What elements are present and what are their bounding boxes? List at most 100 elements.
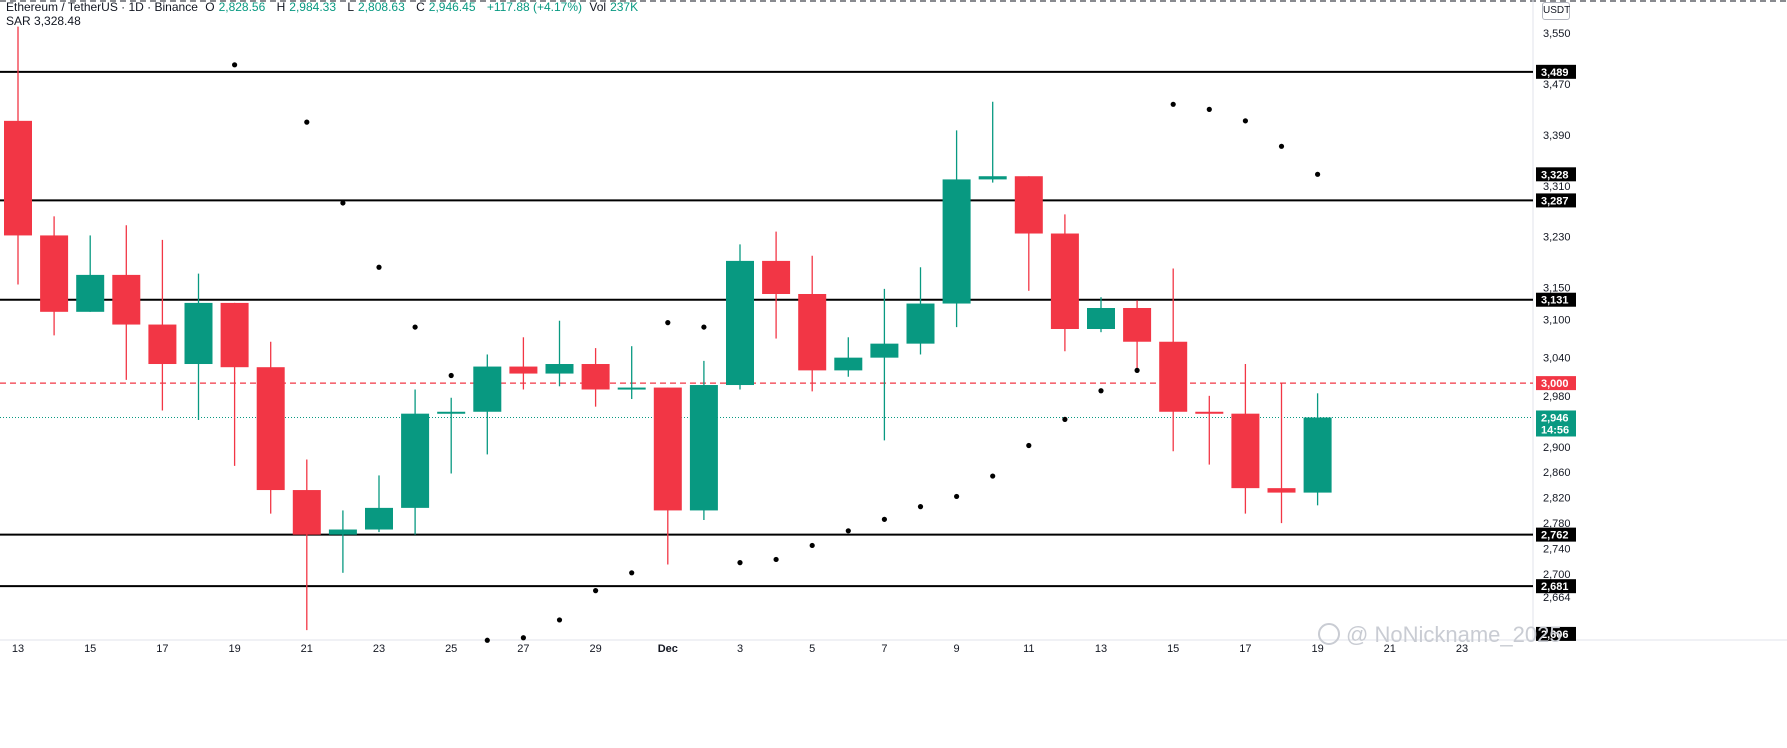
candle-21[interactable]	[762, 231, 791, 339]
candle-12[interactable]	[437, 397, 466, 474]
candle-9[interactable]	[328, 510, 357, 573]
candle-32[interactable]	[1159, 268, 1188, 452]
candle-20[interactable]	[726, 244, 754, 390]
candle-body	[870, 343, 899, 358]
sar-dot-34	[1242, 118, 1248, 124]
level-label-2: 3,131	[1541, 295, 1569, 307]
candle-16[interactable]	[581, 348, 610, 407]
candle-4[interactable]	[148, 239, 177, 411]
candle-29[interactable]	[1050, 214, 1079, 352]
candle-body	[1050, 233, 1079, 330]
sar-dot-14	[520, 635, 527, 641]
sar-legend[interactable]: SAR 3,328.48	[6, 14, 81, 28]
candle-body	[545, 364, 574, 374]
symbol-title[interactable]: Ethereum / TetherUS · 1D · Binance	[6, 0, 198, 14]
y-tick-9: 3,040	[1543, 353, 1571, 365]
candle-body	[365, 507, 393, 530]
close-value: 2,946.45	[428, 0, 476, 14]
candle-34[interactable]	[1231, 364, 1260, 514]
sar-price-label: 3,328	[1541, 169, 1569, 181]
candle-18[interactable]	[653, 387, 682, 565]
candle-22[interactable]	[798, 255, 827, 392]
time-axis[interactable]: 13 15 17 19 21 23 25 27 29 Dec 3 5 7 9 11 13 15 17 19 21 23	[12, 643, 1468, 655]
close-label: C	[416, 0, 425, 14]
level-label-3-bg	[1536, 527, 1576, 542]
candle-19[interactable]	[689, 360, 718, 520]
x-tick-7: 27	[517, 643, 529, 655]
sar-dot-11	[412, 324, 418, 330]
sar-dot-15	[556, 617, 563, 623]
candle-5[interactable]	[184, 273, 213, 421]
candle-body	[581, 364, 610, 390]
candle-body	[112, 274, 141, 325]
candle-25[interactable]	[906, 267, 935, 355]
candle-14[interactable]	[509, 337, 538, 390]
candle-28[interactable]	[1014, 176, 1043, 291]
sar-dot-32	[1170, 101, 1176, 107]
sar-dot-22	[809, 542, 815, 549]
candle-23[interactable]	[834, 337, 863, 377]
candle-0[interactable]	[4, 26, 32, 285]
candle-26[interactable]	[942, 130, 971, 328]
candle-body	[220, 302, 249, 368]
candle-3[interactable]	[112, 225, 141, 380]
sar-dot-13	[484, 637, 490, 643]
currency-button[interactable]: USDT	[1542, 2, 1570, 20]
candle-body	[437, 411, 466, 414]
candle-11[interactable]	[401, 389, 430, 535]
candle-body	[689, 385, 718, 511]
symbol-legend: Ethereum / TetherUS · 1D · Binance O 2,82…	[6, 0, 646, 14]
candle-30[interactable]	[1087, 297, 1115, 333]
candle-body	[328, 529, 357, 535]
candle-body	[1267, 488, 1296, 493]
vol-label: Vol	[589, 0, 607, 14]
candle-17[interactable]	[617, 346, 646, 400]
x-tick-4: 21	[301, 643, 313, 655]
candle-24[interactable]	[870, 288, 899, 441]
candle-body	[473, 366, 502, 412]
y-tick-15: 3,470	[1543, 79, 1571, 91]
sar-dot-36	[1315, 171, 1321, 177]
level-label-4-bg	[1536, 579, 1576, 594]
watermark-text: @ NoNickname_2025	[1346, 622, 1562, 647]
sar-dot-8	[304, 119, 310, 125]
sar-dot-35	[1278, 143, 1285, 149]
candle-35[interactable]	[1267, 383, 1296, 524]
candle-13[interactable]	[473, 354, 502, 455]
x-tick-16: 15	[1167, 643, 1179, 655]
x-tick-10: 3	[737, 643, 743, 655]
candle-body	[184, 302, 213, 365]
candle-body	[1231, 413, 1260, 489]
candle-2[interactable]	[76, 235, 105, 312]
sar-dot-19	[701, 324, 707, 330]
x-tick-3: 19	[228, 643, 240, 655]
watermark-logo-icon	[1318, 623, 1340, 645]
x-tick-18: 19	[1311, 643, 1323, 655]
candle-body	[256, 367, 285, 491]
level-label-0: 3,489	[1541, 67, 1569, 79]
candle-15[interactable]	[545, 320, 574, 387]
candle-27[interactable]	[978, 101, 1007, 183]
candle-36[interactable]	[1303, 393, 1332, 506]
y-tick-0: 2,664	[1543, 592, 1571, 604]
candle-10[interactable]	[365, 475, 393, 533]
candle-body	[4, 120, 32, 236]
candle-33[interactable]	[1195, 395, 1224, 465]
x-tick-9: Dec	[658, 643, 678, 655]
x-tick-13: 9	[954, 643, 960, 655]
price-axis[interactable]: 2,6642,7002,7402,7802,8202,8602,9002,940…	[1543, 28, 1571, 604]
level-label-1: 3,287	[1541, 195, 1569, 207]
candle-6[interactable]	[220, 302, 249, 466]
candle-1[interactable]	[40, 216, 69, 336]
candle-8[interactable]	[292, 459, 321, 631]
y-tick-12: 3,230	[1543, 232, 1571, 244]
sar-dot-24	[881, 516, 888, 522]
x-tick-20: 23	[1456, 643, 1468, 655]
x-tick-0: 13	[12, 643, 24, 655]
last-price-label: 2,946	[1541, 412, 1569, 424]
candle-31[interactable]	[1123, 300, 1152, 371]
candle-body	[1159, 341, 1188, 412]
candle-7[interactable]	[256, 341, 285, 514]
